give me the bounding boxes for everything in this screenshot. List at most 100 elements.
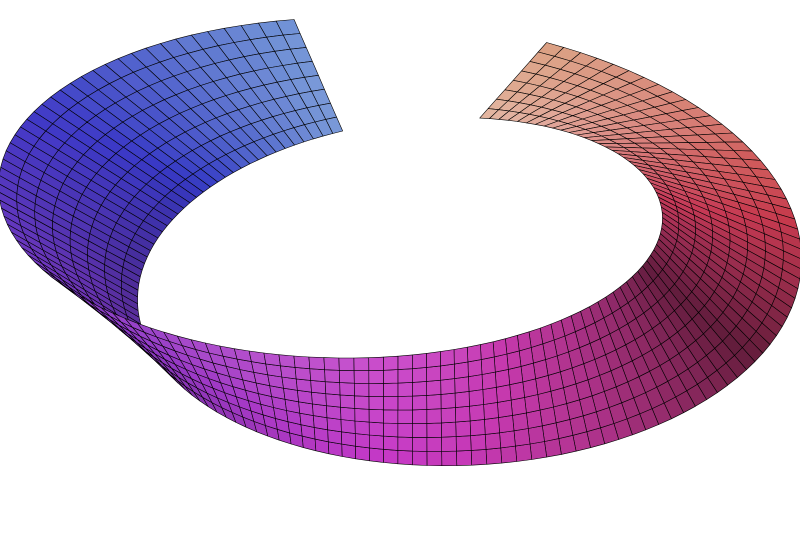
- mesh-face: [353, 357, 370, 371]
- mesh-face: [353, 382, 370, 397]
- mesh-face: [505, 334, 520, 355]
- mesh-face: [541, 422, 560, 442]
- mesh-face: [426, 394, 442, 410]
- mesh-face: [309, 368, 326, 383]
- mesh-face: [397, 423, 413, 438]
- mesh-face: [455, 435, 472, 452]
- mesh-face: [544, 438, 562, 458]
- mesh-face: [355, 445, 370, 462]
- mesh-face: [499, 430, 516, 449]
- mesh-face: [529, 441, 548, 460]
- mesh-face: [412, 437, 428, 452]
- mesh-face: [440, 378, 456, 395]
- mesh-face: [411, 381, 428, 397]
- mesh-face: [467, 359, 483, 378]
- mesh-face: [368, 408, 384, 424]
- mesh-face: [324, 369, 341, 383]
- mesh-face: [397, 409, 413, 424]
- mesh-face: [480, 341, 495, 360]
- mesh-face: [383, 448, 399, 465]
- mesh-face: [397, 354, 413, 370]
- mesh-face: [397, 382, 413, 397]
- mesh-face: [440, 407, 457, 424]
- mesh-face: [512, 412, 529, 432]
- mesh-face: [412, 409, 428, 424]
- mesh-face: [339, 382, 355, 397]
- mesh-face: [397, 395, 413, 411]
- mesh-face: [368, 421, 384, 437]
- mesh-face: [368, 383, 384, 397]
- mesh-face: [453, 361, 469, 379]
- mesh-face: [455, 405, 471, 423]
- mesh-face: [526, 409, 543, 429]
- mesh-face: [426, 436, 443, 452]
- mesh-face: [480, 356, 496, 375]
- mesh-face: [426, 365, 442, 382]
- mesh-face: [470, 449, 488, 466]
- mesh-face: [481, 371, 497, 390]
- mesh-face: [492, 338, 508, 358]
- mesh-face: [383, 435, 399, 451]
- mesh-face: [354, 395, 370, 410]
- mesh-face: [383, 355, 399, 371]
- mesh-face: [513, 428, 531, 447]
- mesh-face: [338, 357, 355, 371]
- mesh-face: [0, 175, 19, 194]
- mesh-face: [338, 369, 355, 384]
- mesh-face: [426, 422, 442, 438]
- mesh-face: [469, 404, 485, 422]
- mesh-face: [470, 434, 487, 451]
- mesh-face: [325, 393, 341, 408]
- mesh-face: [340, 406, 356, 422]
- mesh-face: [440, 421, 457, 438]
- mesh-face: [354, 420, 370, 436]
- mesh-face: [397, 436, 413, 452]
- mesh-face: [340, 419, 356, 434]
- mesh-face: [497, 399, 513, 418]
- mesh-face: [0, 184, 18, 202]
- mesh-face: [412, 450, 428, 466]
- mesh-face: [310, 380, 327, 395]
- mesh-face: [383, 409, 399, 424]
- mesh-face: [278, 354, 296, 368]
- mesh-face: [468, 374, 484, 392]
- mesh-face: [293, 355, 311, 370]
- mesh-face: [426, 408, 442, 424]
- mesh-face: [485, 447, 503, 465]
- mesh-face: [484, 417, 500, 435]
- mesh-face: [383, 382, 399, 397]
- mesh-face: [324, 381, 341, 396]
- mesh-face: [353, 370, 370, 384]
- mesh-face: [354, 433, 370, 449]
- mesh-face: [426, 351, 441, 368]
- mesh-face: [368, 356, 384, 371]
- mesh-face: [368, 396, 384, 411]
- mesh-face: [500, 445, 518, 464]
- mesh-face: [515, 443, 533, 462]
- mesh-face: [326, 417, 342, 433]
- mesh-face: [441, 450, 458, 467]
- mesh-face: [495, 384, 512, 403]
- mesh-face: [439, 349, 455, 367]
- mesh-face: [341, 443, 357, 460]
- mesh-face: [454, 376, 470, 394]
- mesh-face: [295, 378, 312, 393]
- mesh-face: [466, 344, 482, 363]
- mesh-face: [411, 367, 427, 383]
- mesh-face: [468, 389, 484, 407]
- mesh-face: [527, 425, 545, 445]
- mesh-face: [441, 436, 457, 452]
- mesh-face: [383, 396, 399, 411]
- mesh-face: [312, 403, 328, 419]
- mesh-face: [482, 386, 498, 405]
- mesh-face: [280, 365, 297, 380]
- mesh-face: [383, 369, 399, 384]
- mesh-face: [426, 379, 442, 396]
- mesh-face: [341, 431, 356, 447]
- mesh-face: [510, 397, 527, 416]
- mesh-face: [354, 408, 370, 423]
- mesh-face: [412, 423, 428, 438]
